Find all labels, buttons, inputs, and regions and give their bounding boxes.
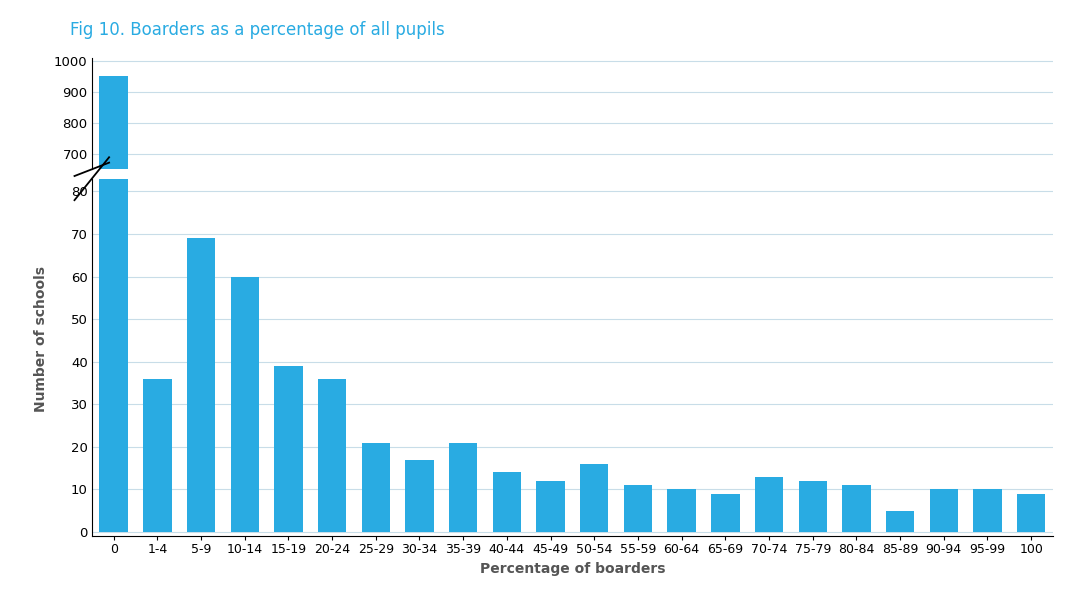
Bar xyxy=(580,366,608,371)
Bar xyxy=(405,460,434,532)
Bar xyxy=(449,442,477,532)
Bar xyxy=(711,368,740,371)
Bar xyxy=(362,365,390,371)
Bar xyxy=(711,494,740,532)
Bar xyxy=(973,490,1001,532)
Bar xyxy=(144,360,172,371)
Bar xyxy=(798,481,827,532)
Bar xyxy=(537,481,565,532)
Bar xyxy=(842,485,870,532)
Bar xyxy=(318,379,347,532)
Bar xyxy=(930,490,958,532)
Bar xyxy=(755,477,783,532)
Text: Number of schools: Number of schools xyxy=(35,267,48,412)
Bar xyxy=(886,511,915,532)
Bar xyxy=(580,464,608,532)
Bar xyxy=(930,368,958,371)
Bar xyxy=(99,0,127,532)
Bar xyxy=(667,490,696,532)
Bar xyxy=(492,473,521,532)
Bar xyxy=(667,368,696,371)
Bar xyxy=(624,485,652,532)
Bar xyxy=(274,366,302,532)
Bar xyxy=(99,76,127,371)
Bar xyxy=(1017,494,1045,532)
Bar xyxy=(405,366,434,371)
Bar xyxy=(230,276,259,532)
Bar xyxy=(187,350,215,371)
Bar xyxy=(886,370,915,371)
Bar xyxy=(973,368,1001,371)
Bar xyxy=(755,367,783,371)
Bar xyxy=(187,238,215,532)
Bar xyxy=(798,367,827,371)
Text: Fig 10. Boarders as a percentage of all pupils: Fig 10. Boarders as a percentage of all … xyxy=(70,21,445,39)
Bar xyxy=(318,360,347,371)
Bar xyxy=(492,367,521,371)
Bar xyxy=(1017,368,1045,371)
Bar xyxy=(144,379,172,532)
Bar xyxy=(362,442,390,532)
Bar xyxy=(624,368,652,371)
Bar xyxy=(842,368,870,371)
Bar xyxy=(537,367,565,371)
X-axis label: Percentage of boarders: Percentage of boarders xyxy=(480,562,665,576)
Bar xyxy=(449,365,477,371)
Bar xyxy=(274,359,302,371)
Bar xyxy=(230,353,259,371)
